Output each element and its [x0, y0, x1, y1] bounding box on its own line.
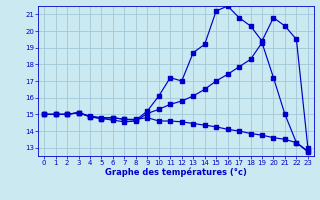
X-axis label: Graphe des températures (°c): Graphe des températures (°c) — [105, 168, 247, 177]
